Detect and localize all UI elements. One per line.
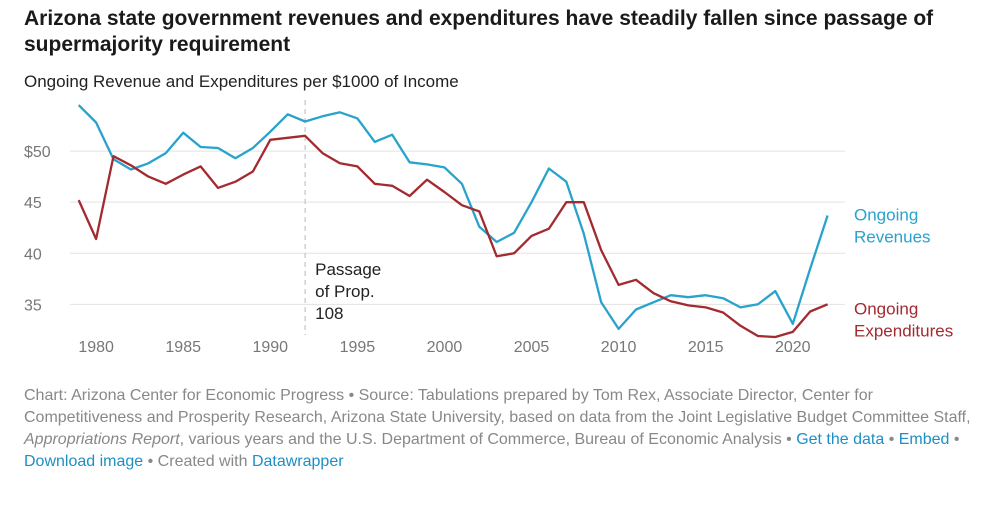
- footer-sep-2: •: [949, 431, 960, 448]
- line-chart: 35 40 45 $50 1980 1985 1990 1995 2000 2005 2010 20…: [24, 100, 953, 356]
- x-tick-label: 2010: [601, 339, 637, 356]
- series-label: Ongoing: [854, 205, 918, 224]
- series-line-expenditures: [77, 134, 829, 339]
- series-label: Expenditures: [854, 321, 953, 340]
- datawrapper-link[interactable]: Datawrapper: [251, 453, 344, 470]
- get-the-data-link[interactable]: Get the data: [796, 431, 885, 448]
- y-tick-label: $50: [24, 144, 51, 161]
- embed-link[interactable]: Embed: [898, 431, 950, 448]
- y-tick-label: 40: [24, 246, 42, 263]
- x-tick-label: 2020: [775, 339, 811, 356]
- series-label: Ongoing: [854, 299, 918, 318]
- footer-text: Chart: Arizona Center for Economic Progr…: [24, 387, 971, 426]
- footer-italic: Appropriations Report: [24, 431, 180, 448]
- y-tick-label: 45: [24, 195, 42, 212]
- chart-footer: Chart: Arizona Center for Economic Progr…: [24, 385, 984, 473]
- footer-text-2: , various years and the U.S. Department …: [179, 431, 797, 448]
- y-tick-label: 35: [24, 297, 42, 314]
- series-lines: [77, 104, 829, 339]
- x-axis-ticks: 1980 1985 1990 1995 2000 2005 2010 2015 2020: [78, 339, 810, 356]
- footer-sep-3: • Created with: [143, 453, 252, 470]
- series-line-revenues: [77, 104, 829, 331]
- annotation-text: 108: [315, 304, 343, 323]
- annotation-text: Passage: [315, 260, 381, 279]
- series-label: Revenues: [854, 227, 931, 246]
- download-image-link[interactable]: Download image: [24, 453, 144, 470]
- series-labels: Ongoing Revenues Ongoing Expenditures: [854, 205, 953, 340]
- x-tick-label: 1990: [252, 339, 288, 356]
- chart-title: Arizona state government revenues and ex…: [24, 7, 934, 56]
- y-axis-ticks: 35 40 45 $50: [24, 144, 51, 314]
- prop108-annotation: Passage of Prop. 108: [304, 100, 381, 335]
- annotation-text: of Prop.: [315, 282, 375, 301]
- x-tick-label: 2015: [688, 339, 724, 356]
- footer-sep-1: •: [884, 431, 899, 448]
- x-tick-label: 1995: [340, 339, 376, 356]
- chart-subtitle: Ongoing Revenue and Expenditures per $10…: [24, 72, 459, 91]
- x-tick-label: 2005: [514, 339, 550, 356]
- x-tick-label: 1980: [78, 339, 114, 356]
- x-tick-label: 1985: [165, 339, 201, 356]
- x-tick-label: 2000: [427, 339, 463, 356]
